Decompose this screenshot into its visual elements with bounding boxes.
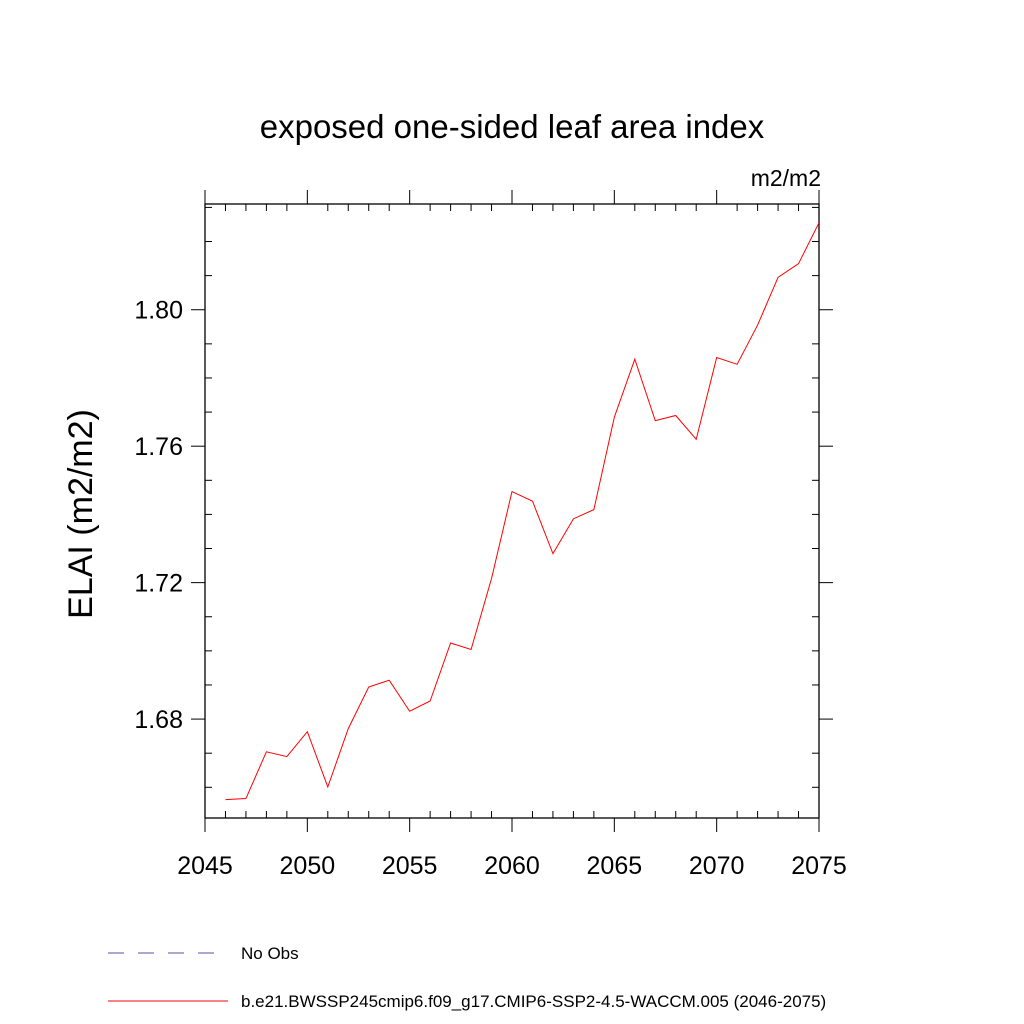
y-axis-label: ELAI (m2/m2) — [62, 409, 100, 619]
axis-ticks — [191, 190, 833, 832]
x-tick-label: 2050 — [280, 852, 336, 880]
plot-frame — [204, 203, 820, 819]
y-tick-labels: 1.68 1.72 1.76 1.80 — [134, 297, 183, 734]
units-label: m2/m2 — [751, 165, 821, 191]
y-tick-label: 1.68 — [134, 706, 183, 734]
x-tick-label: 2065 — [587, 852, 643, 880]
chart-title: exposed one-sided leaf area index — [260, 108, 765, 145]
x-tick-labels: 2045 2050 2055 2060 2065 2070 2075 — [177, 852, 847, 880]
legend-label-model-run: b.e21.BWSSP245cmip6.f09_g17.CMIP6-SSP2-4… — [241, 992, 826, 1011]
y-tick-label: 1.76 — [134, 433, 183, 461]
x-tick-label: 2075 — [791, 852, 847, 880]
legend-label-no-obs: No Obs — [241, 944, 299, 963]
x-tick-label: 2045 — [177, 852, 233, 880]
series-layer — [225, 222, 820, 801]
legend: No Obs b.e21.BWSSP245cmip6.f09_g17.CMIP6… — [108, 944, 826, 1011]
x-tick-label: 2060 — [484, 852, 540, 880]
x-tick-label: 2070 — [689, 852, 745, 880]
y-tick-label: 1.80 — [134, 297, 183, 325]
y-tick-label: 1.72 — [134, 570, 183, 598]
series-line-0 — [225, 222, 820, 801]
x-tick-label: 2055 — [382, 852, 438, 880]
